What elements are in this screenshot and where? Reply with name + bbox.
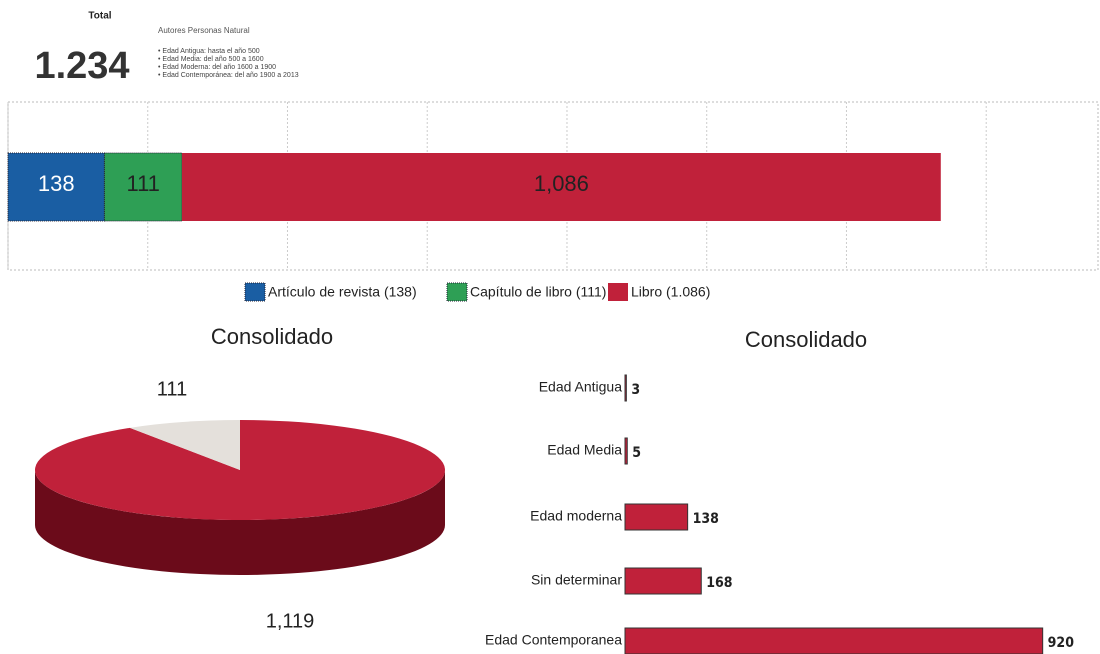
data-label: 920 xyxy=(1048,635,1075,651)
subtitle: Autores Personas Natural xyxy=(158,26,250,35)
bar-segment xyxy=(103,152,183,222)
note: • Edad Contemporánea: del año 1900 a 201… xyxy=(158,72,299,79)
legend-label: Capítulo de libro (111) xyxy=(470,284,606,300)
pie-slice xyxy=(34,420,445,520)
total-label: Total xyxy=(88,11,111,22)
data-label: 138 xyxy=(693,511,719,527)
note: • Edad Antigua: hasta el año 500 xyxy=(158,48,260,55)
bar-title: Consolidado xyxy=(745,327,867,352)
pie-side xyxy=(35,470,445,575)
note: • Edad Moderna: del año 1600 a 1900 xyxy=(158,64,276,71)
note: • Edad Media: del año 500 a 1600 xyxy=(158,56,264,63)
y-tick-label: Sin determinar xyxy=(531,572,622,588)
data-label: 138 xyxy=(38,171,75,196)
y-tick-label: Edad moderna xyxy=(530,508,622,524)
legend-swatch xyxy=(446,282,468,302)
legend-label: Artículo de revista (138) xyxy=(268,284,417,300)
y-tick-label: Edad Media xyxy=(547,442,622,458)
bar xyxy=(624,437,628,465)
data-label: 111 xyxy=(157,378,187,400)
y-tick-label: Edad Contemporanea xyxy=(485,632,622,648)
legend-label: Libro (1.086) xyxy=(631,284,710,300)
data-label: 1,119 xyxy=(266,610,315,632)
legend-swatch xyxy=(244,282,266,302)
data-label: 3 xyxy=(631,382,640,398)
bar xyxy=(624,503,689,531)
data-label: 5 xyxy=(632,445,641,461)
y-tick-label: Edad Antigua xyxy=(539,379,623,395)
data-label: 111 xyxy=(126,171,159,196)
pie-slice xyxy=(129,420,240,470)
bar xyxy=(624,374,627,402)
total-value: 1.234 xyxy=(34,45,129,87)
bar xyxy=(624,567,702,595)
bar xyxy=(624,627,1044,654)
bar-segment xyxy=(181,153,941,221)
legend-swatch xyxy=(608,283,628,301)
data-label: 1,086 xyxy=(534,171,589,196)
pie-title: Consolidado xyxy=(211,324,333,349)
data-label: 168 xyxy=(706,575,732,591)
